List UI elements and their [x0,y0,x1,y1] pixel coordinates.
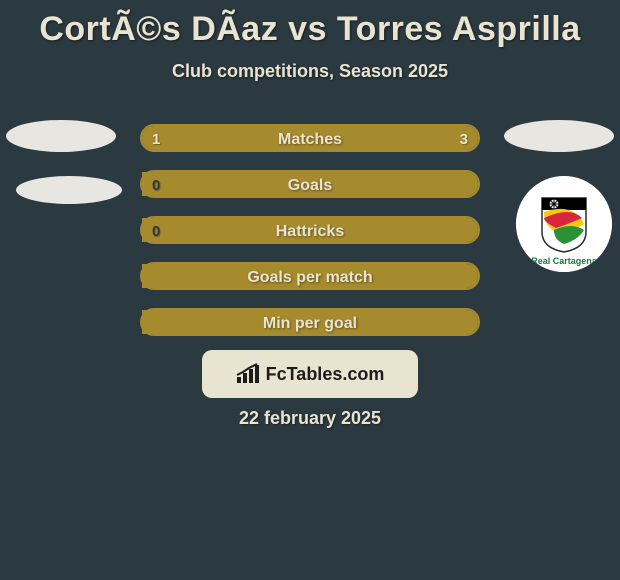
comparison-card: CortÃ©s DÃ­az vs Torres Asprilla Club co… [0,0,620,580]
stat-bar: Matches1 3 [140,124,480,152]
stat-label: Min per goal [142,310,478,338]
date-line: 22 february 2025 [0,408,620,429]
stat-value-left: 0 [152,218,160,246]
stat-value-left: 0 [152,172,160,200]
stat-label: Hattricks [142,218,478,246]
stat-row: Matches1 3 [0,124,620,170]
stat-label: Matches [142,126,478,154]
watermark-text: FcTables.com [266,364,385,385]
stat-bar: Goals per match [140,262,480,290]
watermark: FcTables.com [202,350,418,398]
stat-value-left: 1 [152,126,160,154]
stat-row: Hattricks0 [0,216,620,262]
stat-value-right: 3 [460,126,468,154]
stats-rows: Matches13Goals0Hattricks0Goals per match… [0,124,620,354]
stat-row: Min per goal [0,308,620,354]
bars-icon [236,363,260,385]
stat-row: Goals per match [0,262,620,308]
page-subtitle: Club competitions, Season 2025 [0,61,620,82]
stat-bar: Min per goal [140,308,480,336]
stat-label: Goals [142,172,478,200]
stat-label: Goals per match [142,264,478,292]
page-title: CortÃ©s DÃ­az vs Torres Asprilla [0,0,620,49]
stat-row: Goals0 [0,170,620,216]
stat-bar: Hattricks0 [140,216,480,244]
stat-bar: Goals0 [140,170,480,198]
